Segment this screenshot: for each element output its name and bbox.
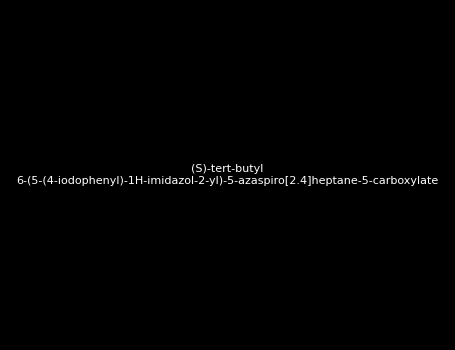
Text: (S)-tert-butyl 6-(5-(4-iodophenyl)-1H-imidazol-2-yl)-5-azaspiro[2.4]heptane-5-ca: (S)-tert-butyl 6-(5-(4-iodophenyl)-1H-im… bbox=[16, 164, 439, 186]
